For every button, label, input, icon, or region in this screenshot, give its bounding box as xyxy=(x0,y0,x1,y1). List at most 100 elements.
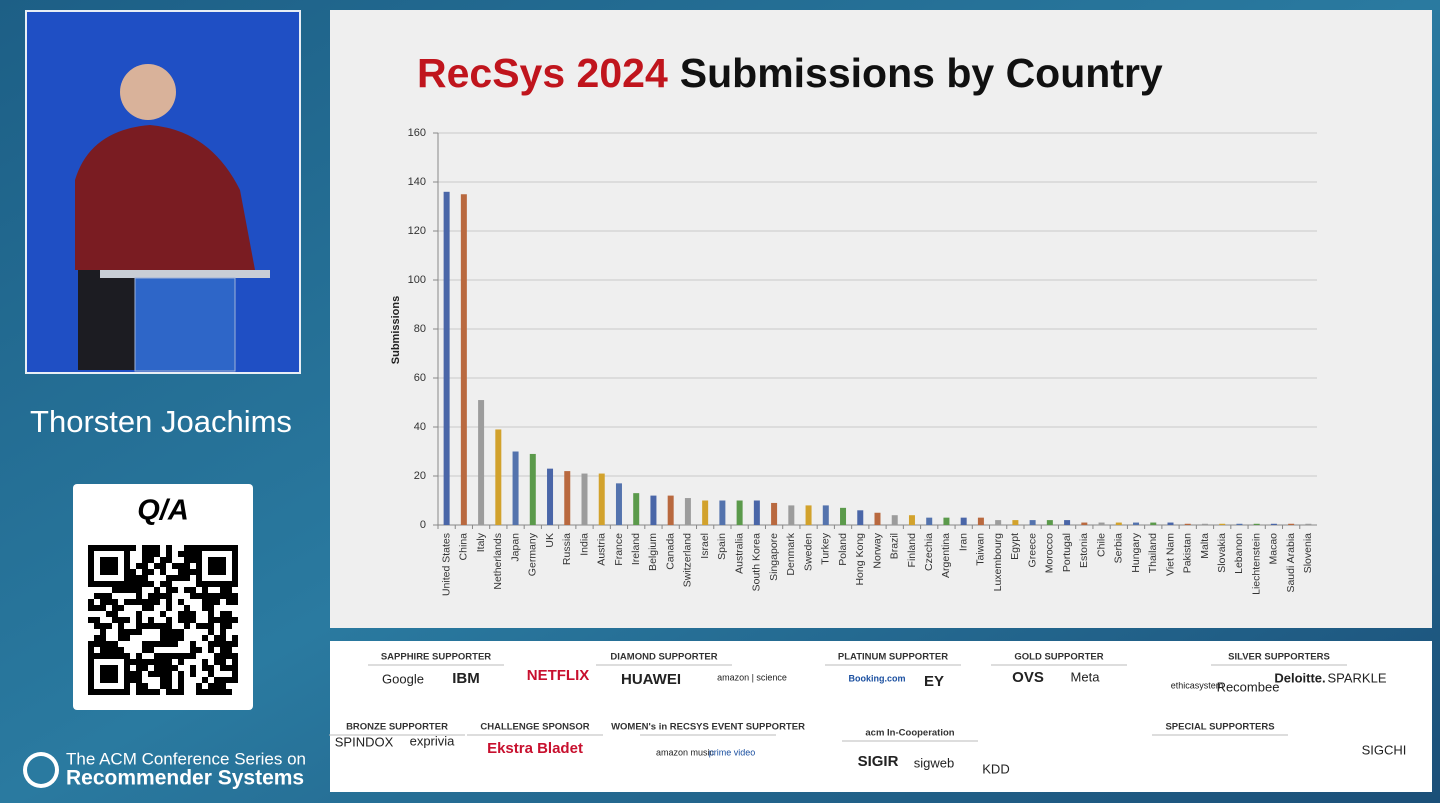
qr-module xyxy=(148,605,154,611)
qr-module xyxy=(220,593,226,599)
qr-module xyxy=(184,611,190,617)
qr-module xyxy=(136,689,142,695)
bar xyxy=(977,517,984,525)
qr-module xyxy=(130,569,136,575)
qr-module xyxy=(148,623,154,629)
qr-module xyxy=(94,623,100,629)
x-tick-label: Lebanon xyxy=(1233,533,1245,574)
qr-module xyxy=(166,671,172,677)
qr-module xyxy=(130,659,136,665)
qr-module xyxy=(184,623,190,629)
sponsor-heading: GOLD SUPPORTER xyxy=(1014,652,1103,663)
qr-module xyxy=(136,665,142,671)
qr-module xyxy=(130,545,136,551)
qr-module xyxy=(184,551,190,557)
bar xyxy=(857,510,864,525)
qr-module xyxy=(202,605,208,611)
qr-module xyxy=(124,617,130,623)
qr-module xyxy=(232,593,238,599)
bar xyxy=(581,473,588,525)
bar xyxy=(891,515,898,525)
sponsor-heading: WOMEN's in RECSYS EVENT SUPPORTER xyxy=(611,722,805,733)
qr-module xyxy=(220,659,226,665)
x-tick-label: Egypt xyxy=(1009,533,1021,560)
series-line-1: The ACM Conference Series on xyxy=(66,749,306,768)
qr-module xyxy=(190,551,196,557)
bar xyxy=(1236,523,1243,525)
qr-module xyxy=(166,641,172,647)
x-tick-label: Saudi Arabia xyxy=(1285,533,1297,593)
qr-module xyxy=(100,641,106,647)
sponsor-name: OVS xyxy=(1012,669,1044,686)
x-tick-label: Japan xyxy=(509,533,521,562)
sponsor-name: amazon music xyxy=(656,747,715,757)
qr-module xyxy=(208,629,214,635)
x-tick-label: Italy xyxy=(475,532,487,552)
bar xyxy=(995,520,1002,525)
bar xyxy=(1012,520,1019,525)
qr-module xyxy=(178,689,184,695)
qr-module xyxy=(178,599,184,605)
sponsor-name: prime video xyxy=(709,747,756,757)
x-tick-label: Thailand xyxy=(1147,533,1159,573)
qr-module xyxy=(166,635,172,641)
qr-module xyxy=(190,641,196,647)
sponsor-heading: PLATINUM SUPPORTER xyxy=(838,652,948,663)
bar xyxy=(736,500,743,525)
x-tick-label: Russia xyxy=(561,533,573,565)
bar xyxy=(926,517,933,525)
qr-module xyxy=(190,593,196,599)
qr-module xyxy=(100,599,106,605)
qr-module xyxy=(214,683,220,689)
qr-module xyxy=(166,551,172,557)
qr-module xyxy=(232,653,238,659)
bar xyxy=(1253,523,1260,525)
qr-module xyxy=(214,677,220,683)
qr-module xyxy=(154,689,160,695)
bar xyxy=(564,471,571,525)
bar xyxy=(1029,520,1036,525)
qr-module xyxy=(148,689,154,695)
qr-module xyxy=(214,593,220,599)
y-tick-label: 80 xyxy=(414,323,426,335)
sponsor-name: EY xyxy=(924,673,944,690)
x-tick-label: Viet Nam xyxy=(1164,533,1176,576)
x-tick-label: Hong Kong xyxy=(854,533,866,586)
bar xyxy=(1201,523,1208,525)
bar xyxy=(1305,523,1312,525)
x-tick-label: UK xyxy=(544,533,556,548)
qr-code xyxy=(88,545,238,695)
qr-module xyxy=(220,629,226,635)
x-tick-label: China xyxy=(458,533,470,561)
x-tick-label: Slovenia xyxy=(1302,533,1314,573)
qr-module xyxy=(100,623,106,629)
x-tick-label: Chile xyxy=(1095,533,1107,557)
qr-module xyxy=(232,659,238,665)
qr-module xyxy=(154,587,160,593)
qr-module xyxy=(166,689,172,695)
qr-module xyxy=(154,665,160,671)
bar xyxy=(874,512,881,525)
qr-module xyxy=(100,629,106,635)
qr-module xyxy=(178,683,184,689)
qr-module xyxy=(160,635,166,641)
qr-module xyxy=(106,599,112,605)
x-tick-label: Slovakia xyxy=(1216,533,1228,573)
qr-module xyxy=(142,581,148,587)
qr-module xyxy=(184,569,190,575)
qr-module xyxy=(136,617,142,623)
sponsor-name: ethicasystem xyxy=(1171,680,1224,690)
qr-module xyxy=(94,635,100,641)
qr-module xyxy=(220,611,226,617)
qr-module xyxy=(208,647,214,653)
qr-module xyxy=(130,671,136,677)
qr-module xyxy=(214,641,220,647)
qr-module xyxy=(94,641,100,647)
qr-module xyxy=(184,653,190,659)
qr-module xyxy=(202,677,208,683)
qr-module xyxy=(142,569,148,575)
qr-module xyxy=(166,557,172,563)
qr-module xyxy=(196,647,202,653)
